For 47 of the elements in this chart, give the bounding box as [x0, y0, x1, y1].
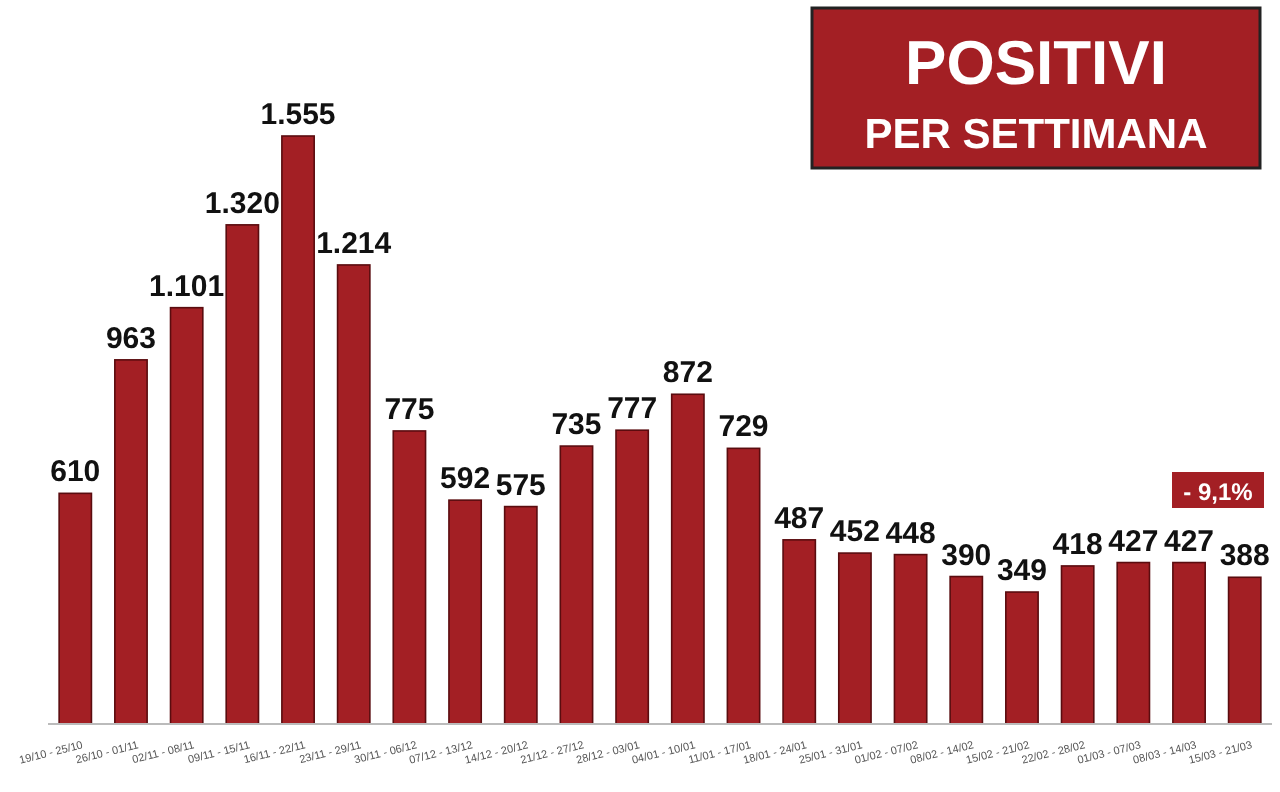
data-label: 1.555 — [260, 98, 336, 132]
bar — [392, 430, 427, 725]
bar — [58, 492, 93, 725]
bar — [726, 447, 761, 725]
data-label: 427 — [1108, 524, 1159, 559]
bar — [949, 575, 984, 725]
bar — [114, 359, 148, 725]
bar — [615, 429, 650, 725]
data-label: 418 — [1052, 527, 1103, 562]
bar — [336, 264, 371, 725]
bar — [169, 306, 204, 725]
chart-subtitle: PER SETTIMANA — [864, 112, 1208, 158]
data-label: 963 — [105, 321, 156, 356]
bar — [1060, 565, 1095, 725]
data-label: 349 — [996, 554, 1047, 589]
data-label: 735 — [551, 408, 602, 443]
bar — [782, 539, 817, 725]
data-label: 390 — [941, 538, 992, 573]
data-label: 872 — [662, 356, 713, 391]
bar — [893, 553, 928, 725]
bar — [1005, 591, 1039, 725]
data-label: 575 — [495, 468, 546, 503]
data-label: 775 — [384, 392, 435, 427]
data-label: 1.101 — [149, 269, 225, 304]
data-label: 592 — [440, 462, 491, 497]
data-label: 1.214 — [316, 226, 393, 261]
bar — [503, 505, 538, 725]
bar — [1172, 561, 1206, 725]
bar — [1116, 561, 1151, 725]
data-label: 452 — [829, 515, 880, 550]
data-label: 729 — [718, 410, 769, 445]
data-label: 448 — [885, 516, 936, 551]
chart-title: POSITIVI — [905, 28, 1167, 98]
bar — [281, 135, 315, 725]
bar — [837, 552, 872, 725]
bar — [559, 445, 594, 725]
data-label: 777 — [607, 392, 658, 427]
data-label: 1.320 — [204, 186, 280, 221]
data-label: 610 — [50, 455, 101, 490]
data-label: 388 — [1219, 539, 1270, 574]
bar — [1227, 576, 1262, 725]
bar — [448, 499, 483, 725]
data-label: 427 — [1164, 524, 1215, 559]
bar — [225, 224, 260, 725]
bar — [670, 393, 705, 725]
data-label: 487 — [774, 501, 825, 536]
annotation: - 9,1% — [1183, 478, 1254, 506]
